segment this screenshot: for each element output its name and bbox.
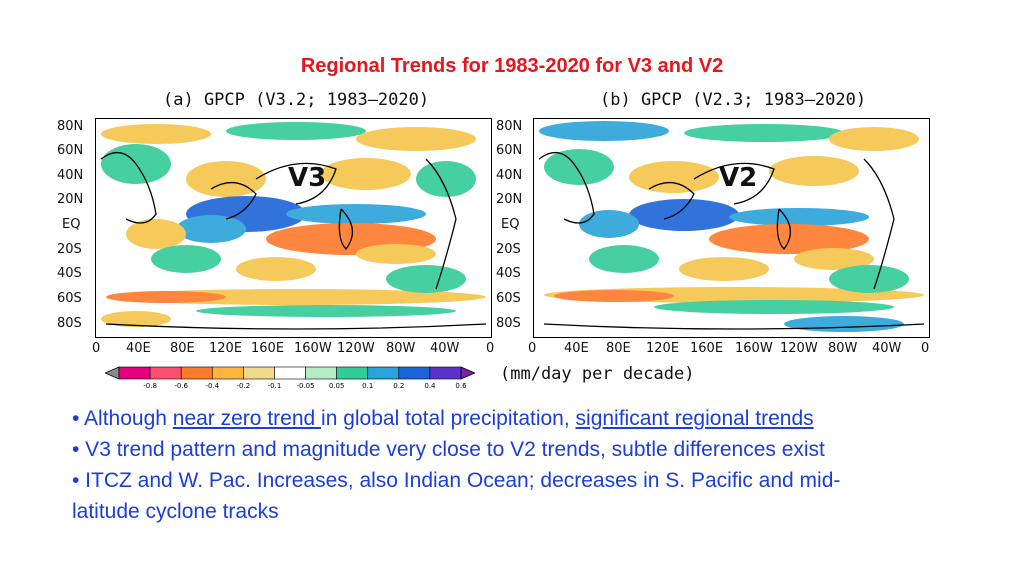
lon-label: 120E	[209, 341, 243, 356]
colorbar-arrow-right	[460, 366, 475, 380]
lon-label: 40W	[872, 341, 902, 356]
colorbar-tick-label: 0.6	[455, 382, 467, 390]
lat-label: 20N	[496, 192, 523, 207]
colorbar-arrow-left	[105, 366, 120, 380]
colorbar-swatch	[398, 366, 431, 380]
lon-label: 40E	[126, 341, 151, 356]
lat-label: 20S	[496, 242, 521, 257]
colorbar-tick-label: -0.1	[268, 382, 282, 390]
colorbar-swatch	[336, 366, 369, 380]
colorbar-swatch	[118, 366, 151, 380]
colorbar-swatch	[305, 366, 337, 380]
lon-label: 80E	[170, 341, 195, 356]
lon-label: 120E	[646, 341, 680, 356]
panel-a-label: V3	[288, 163, 327, 193]
bullet-list: • Although near zero trend in global tot…	[72, 403, 952, 527]
lon-label: 40E	[564, 341, 589, 356]
bullet-3-line-1: • ITCZ and W. Pac. Increases, also India…	[72, 469, 841, 492]
bullet-1: • Although near zero trend in global tot…	[72, 403, 952, 434]
bullet-2: • V3 trend pattern and magnitude very cl…	[72, 438, 825, 461]
lat-label: 60N	[496, 143, 523, 158]
slide-title: Regional Trends for 1983-2020 for V3 and…	[300, 55, 724, 77]
colorbar-tick-label: 0.2	[393, 382, 404, 390]
lat-label: 80N	[496, 119, 523, 134]
lat-label: 60S	[57, 291, 82, 306]
lon-label: 80W	[828, 341, 858, 356]
lat-label: 80S	[57, 316, 82, 331]
colorbar-tick-label: -0.6	[174, 382, 188, 390]
lat-label: 40S	[57, 266, 82, 281]
colorbar-tick-label: -0.4	[205, 382, 219, 390]
bullet-1-prefix: • Although	[72, 407, 173, 430]
lon-label: 80W	[386, 341, 416, 356]
bullet-3-line-2: latitude cyclone tracks	[72, 500, 279, 523]
colorbar-tick-label: 0.05	[329, 382, 345, 390]
lat-label: EQ	[501, 217, 520, 232]
trend-map-v3	[95, 118, 492, 338]
lon-label: 40W	[430, 341, 460, 356]
colorbar-swatch	[274, 366, 306, 380]
panel-b-label: V2	[719, 163, 758, 193]
lat-label: 80N	[57, 119, 84, 134]
lat-label: 60N	[57, 143, 84, 158]
lat-label: 20N	[57, 192, 84, 207]
lon-label: 160W	[735, 341, 773, 356]
colorbar: -0.8 -0.6 -0.4 -0.2 -0.1 -0.05 0.05 0.1 0.2 0.4 0.…	[105, 366, 475, 390]
colorbar-swatch	[149, 366, 182, 380]
lat-label: 80S	[496, 316, 521, 331]
colorbar-tick-label: -0.05	[296, 382, 314, 390]
lon-label: 160E	[690, 341, 724, 356]
lat-label: 40N	[496, 168, 523, 183]
units-label: (mm/day per decade)	[500, 364, 695, 384]
panel-a-title: (a) GPCP (V3.2; 1983–2020)	[163, 90, 430, 110]
colorbar-swatch	[180, 366, 213, 380]
colorbar-tick-label: -0.2	[237, 382, 251, 390]
lat-label: 40S	[496, 266, 521, 281]
colorbar-swatch	[367, 366, 400, 380]
lat-label: EQ	[62, 217, 81, 232]
lat-label: 20S	[57, 242, 82, 257]
trend-map-v2	[533, 118, 930, 338]
colorbar-swatch	[211, 366, 244, 380]
colorbar-swatch	[243, 366, 275, 380]
regional-trends-link[interactable]: significant regional trends	[575, 407, 814, 430]
lon-label: 0	[528, 341, 537, 356]
lat-label: 40N	[57, 168, 84, 183]
colorbar-tick-label: 0.1	[362, 382, 373, 390]
lon-label: 0	[921, 341, 930, 356]
colorbar-tick-label: 0.4	[424, 382, 436, 390]
lon-label: 160E	[251, 341, 285, 356]
lon-label: 80E	[606, 341, 631, 356]
lon-label: 0	[486, 341, 495, 356]
lon-label: 0	[92, 341, 101, 356]
panel-b-title: (b) GPCP (V2.3; 1983–2020)	[600, 90, 867, 110]
lon-label: 120W	[337, 341, 375, 356]
colorbar-swatch	[429, 366, 462, 380]
lat-label: 60S	[496, 291, 521, 306]
bullet-1-middle: in global total precipitation,	[321, 407, 576, 430]
lon-label: 160W	[294, 341, 332, 356]
colorbar-tick-label: -0.8	[143, 382, 157, 390]
lon-label: 120W	[780, 341, 818, 356]
near-zero-trend-link[interactable]: near zero trend	[172, 407, 322, 430]
